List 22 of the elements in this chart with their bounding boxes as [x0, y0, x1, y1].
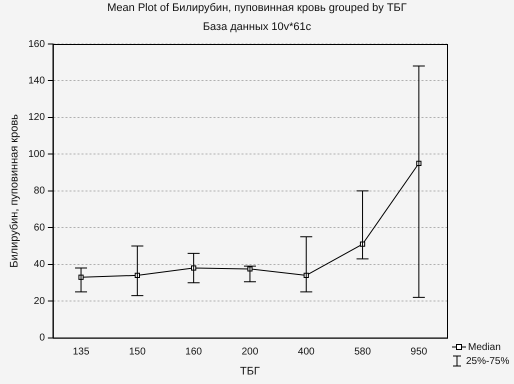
- x-axis-title: ТБГ: [240, 365, 260, 378]
- chart-subtitle: База данных 10v*61c: [202, 21, 312, 33]
- chart-title: Mean Plot of Билирубин, пуповинная кровь grouped by ТБГ: [106, 2, 408, 14]
- y-tick-label: 0: [39, 332, 46, 344]
- x-tick-label: 580: [354, 346, 372, 358]
- y-tick-label: 140: [28, 75, 46, 86]
- y-tick-label: 80: [34, 186, 46, 197]
- y-tick-label: 100: [28, 148, 46, 160]
- x-tick-label: 950: [410, 346, 428, 358]
- x-tick-label: 200: [242, 346, 259, 358]
- text: 25%-75%: [466, 356, 510, 366]
- x-tick-label: 400: [298, 346, 316, 358]
- y-tick-label: 40: [34, 259, 46, 270]
- y-tick-label: 20: [34, 296, 46, 307]
- x-tick-label: 150: [128, 346, 146, 358]
- x-tick-label: 160: [185, 346, 202, 358]
- y-tick-label: 120: [28, 112, 46, 124]
- y-tick-label: 60: [34, 222, 46, 234]
- legend-label: Median: [468, 342, 501, 352]
- y-axis-title: Билирубин, пуповинная кровь: [8, 114, 21, 268]
- x-tick-label: 135: [72, 346, 90, 358]
- y-tick-label: 160: [28, 38, 46, 50]
